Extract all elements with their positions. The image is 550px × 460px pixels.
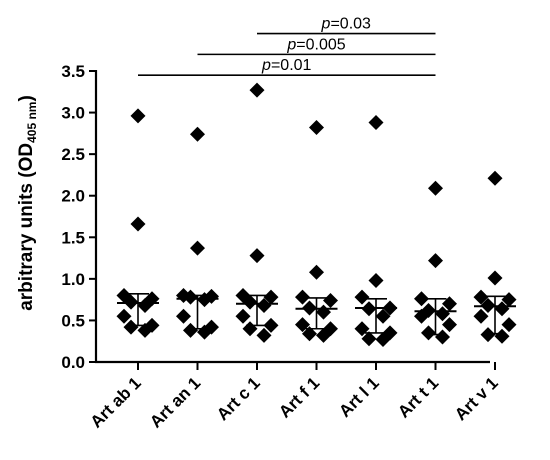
x-axis: Art ab 1 Art an 1 Art c 1 Art f 1 Art l 1 Art… — [87, 360, 502, 432]
p-symbol: p — [286, 36, 296, 53]
data-point — [235, 308, 251, 324]
data-point — [309, 120, 324, 136]
p-symbol: p — [261, 57, 271, 74]
y-axis-title-subscript: 405 nm — [25, 102, 39, 143]
x-category-label: Art c 1 — [213, 373, 264, 424]
y-axis-title-main: arbitrary units (OD — [16, 143, 37, 311]
data-point — [263, 289, 279, 305]
category-group — [295, 120, 338, 343]
data-point — [375, 308, 391, 324]
y-tick-label: 2.0 — [61, 187, 85, 206]
significance-label: p=0.005 — [286, 36, 345, 53]
category-group — [473, 170, 517, 344]
data-point — [435, 306, 450, 322]
y-axis: 0.0 0.5 1.0 1.5 2.0 2.5 3.0 3.5 — [61, 62, 98, 372]
data-point — [256, 327, 272, 343]
data-point — [249, 248, 265, 264]
y-tick-label: 1.5 — [61, 228, 85, 247]
data-point — [256, 297, 272, 313]
data-point — [302, 326, 317, 342]
data-point — [130, 108, 146, 124]
y-tick-label: 3.5 — [61, 62, 85, 81]
data-point — [428, 180, 443, 196]
data-point — [435, 329, 450, 345]
x-category-label: Art v 1 — [451, 373, 502, 424]
data-point — [316, 304, 331, 320]
data-point — [316, 327, 331, 343]
data-point — [487, 170, 503, 186]
data-point — [323, 292, 338, 308]
data-point — [414, 308, 429, 324]
p-symbol: p — [321, 16, 331, 33]
data-point — [130, 216, 146, 232]
y-tick-label: 1.0 — [61, 270, 85, 289]
data-point — [421, 325, 436, 341]
y-axis-title-close: ) — [16, 95, 37, 101]
data-point — [183, 322, 198, 338]
data-point — [123, 319, 139, 335]
data-point — [442, 317, 457, 333]
data-point — [190, 240, 205, 256]
data-point — [176, 308, 191, 324]
data-point — [295, 289, 310, 305]
data-point — [249, 82, 265, 98]
data-point — [242, 321, 258, 337]
y-axis-label: arbitrary units (OD405 nm) — [16, 95, 39, 311]
data-point — [501, 317, 517, 333]
y-axis-title: arbitrary units (OD405 nm) — [16, 95, 39, 311]
y-tick-label: 2.5 — [61, 145, 85, 164]
data-point — [263, 317, 279, 333]
data-point — [494, 328, 510, 344]
category-group — [235, 82, 279, 343]
data-point — [116, 308, 132, 324]
p-value: =0.03 — [330, 16, 371, 33]
x-category-label: Art f 1 — [275, 373, 323, 421]
data-point — [137, 322, 153, 338]
p-value: =0.005 — [296, 36, 345, 53]
data-point — [375, 332, 391, 348]
data-point — [137, 297, 153, 313]
data-point — [309, 264, 324, 280]
data-point — [183, 289, 198, 305]
category-group — [414, 180, 457, 345]
data-points — [116, 82, 517, 348]
data-point — [242, 294, 258, 310]
x-category-label: Art an 1 — [146, 373, 204, 431]
data-point — [473, 308, 489, 324]
data-point — [414, 291, 429, 307]
y-tick-label: 0.0 — [61, 353, 85, 372]
data-point — [190, 126, 205, 142]
data-point — [480, 327, 496, 343]
x-category-label: Art ab 1 — [87, 373, 145, 431]
data-point — [487, 270, 503, 286]
data-point — [473, 289, 489, 305]
category-group — [116, 108, 160, 338]
x-category-label: Art t 1 — [394, 373, 442, 421]
y-tick-label: 0.5 — [61, 311, 85, 330]
p-value: =0.01 — [271, 57, 312, 74]
significance-label: p=0.01 — [261, 57, 311, 74]
y-tick-label: 3.0 — [61, 104, 85, 123]
data-point — [442, 296, 457, 312]
category-group — [354, 115, 398, 348]
data-point — [368, 273, 384, 289]
data-point — [354, 289, 370, 305]
significance-label: p=0.03 — [321, 16, 371, 33]
data-point — [428, 253, 443, 269]
category-group — [176, 126, 219, 340]
data-point — [494, 301, 510, 317]
data-point — [368, 115, 384, 131]
data-point — [361, 331, 377, 347]
x-category-label: Art l 1 — [335, 373, 383, 421]
